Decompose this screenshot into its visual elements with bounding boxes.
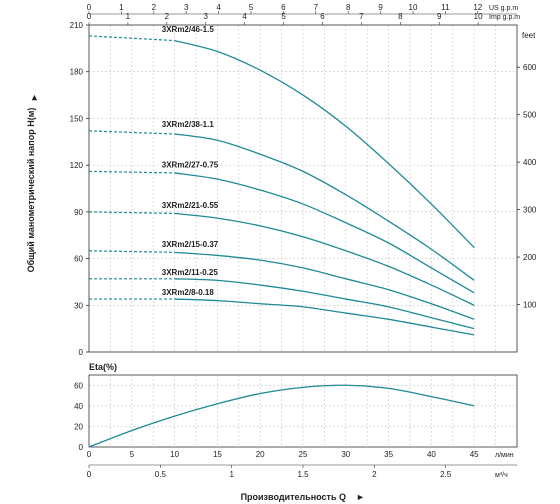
imp-gpm-tick-label: 8 (398, 12, 403, 21)
series-line-dashed (88, 211, 175, 215)
m3h-tick-label: 2 (372, 470, 377, 479)
series-label: 3XRm2/8-0.18 (162, 288, 215, 297)
us-gpm-tick-label: 12 (473, 3, 482, 12)
eta-line (88, 384, 475, 448)
us-gpm-tick-label: 2 (152, 3, 157, 12)
m3h-tick-label: 0.5 (155, 470, 167, 479)
series-label: 3XRm2/11-0.25 (162, 268, 219, 277)
us-gpm-tick-label: 4 (216, 3, 221, 12)
imp-gpm-tick-label: 6 (320, 12, 325, 21)
lpm-tick-label: 0 (87, 450, 92, 459)
series-line-dashed (88, 130, 175, 135)
feet-tick-label: 500 (523, 111, 537, 120)
x-axis-arrow-icon: ► (356, 492, 365, 502)
series-label: 3XRm2/21-0.55 (162, 201, 219, 210)
efficiency-chart-panel: 0 20 40 60 0 5 10 15 20 25 30 35 40 45 л/мин 0 0.5 1 1.5 2 2… (74, 374, 518, 479)
series-line (174, 212, 475, 306)
lpm-tick-label: 30 (341, 450, 350, 459)
feet-tick-label: 200 (523, 253, 537, 262)
us-gpm-tick-label: 3 (184, 3, 189, 12)
eta-axis-label: Eta(%) (89, 362, 117, 372)
m3h-tick-label: 0 (87, 470, 92, 479)
feet-tick-label: 100 (523, 301, 537, 310)
lpm-tick-label: 10 (170, 450, 179, 459)
us-gpm-tick-label: 9 (378, 3, 383, 12)
us-gpm-tick-label: 7 (314, 3, 319, 12)
series-line-dashed (88, 35, 175, 42)
m3h-tick-label: 2.5 (440, 470, 452, 479)
series-label: 3XRm2/38-1.1 (162, 120, 215, 129)
y-tick-label: 180 (70, 68, 84, 77)
us-gpm-tick-label: 0 (87, 3, 92, 12)
m3h-tick-label: 1 (229, 470, 234, 479)
lpm-tick-label: 15 (213, 450, 222, 459)
series-line-dashed (88, 250, 175, 253)
imp-gpm-tick-label: 5 (281, 12, 286, 21)
lpm-tick-label: 35 (384, 450, 393, 459)
lpm-tick-label: 5 (130, 450, 135, 459)
imp-gpm-tick-label: 1 (126, 12, 131, 21)
series-line (174, 251, 475, 320)
lpm-tick-label: 25 (299, 450, 308, 459)
right-axis-label: feet (522, 31, 536, 40)
eta-tick-label: 20 (74, 422, 83, 431)
y-tick-label: 90 (74, 208, 83, 217)
y-tick-label: 30 (74, 301, 83, 310)
lpm-tick-label: 20 (256, 450, 265, 459)
lpm-unit: л/мин (495, 452, 514, 459)
series-line-dashed (88, 170, 175, 174)
y-tick-label: 150 (70, 114, 84, 123)
imp-gpm-tick-label: 2 (165, 12, 170, 21)
series-line (174, 172, 475, 294)
series-label: 3XRm2/27-0.75 (162, 160, 219, 169)
us-gpm-tick-label: 8 (346, 3, 351, 12)
us-gpm-tick-label: 1 (119, 3, 124, 12)
imp-gpm-tick-label: 7 (359, 12, 364, 21)
imp-gpm-tick-label: 0 (87, 12, 92, 21)
x-axis-title: Производительность Q (241, 492, 346, 502)
y-tick-label: 120 (70, 161, 84, 170)
series-line (174, 133, 475, 281)
imp-gpm-tick-label: 3 (204, 12, 209, 21)
series-label: 3XRm2/15-0.37 (162, 240, 219, 249)
lpm-tick-label: 40 (427, 450, 436, 459)
us-gpm-tick-label: 5 (249, 3, 254, 12)
imp-gpm-tick-label: 9 (437, 12, 442, 21)
lpm-tick-label: 45 (470, 450, 479, 459)
eta-tick-label: 0 (79, 443, 84, 452)
series-line (174, 39, 475, 249)
imp-gpm-unit: Imp g.p.m (489, 14, 520, 21)
feet-tick-label: 400 (523, 158, 537, 167)
imp-gpm-tick-label: 10 (474, 12, 483, 21)
y-tick-label: 210 (70, 21, 84, 30)
y-axis-label: Общий манометрический напор H(м) (26, 108, 36, 273)
y-axis-arrow-icon: ► (29, 93, 39, 102)
eta-tick-label: 40 (74, 402, 83, 411)
series-label: 3XRm2/46-1.5 (162, 25, 215, 34)
eta-plot-frame (88, 374, 518, 448)
us-gpm-tick-label: 11 (441, 3, 450, 12)
plot-frame (88, 24, 518, 353)
us-gpm-tick-label: 10 (409, 3, 418, 12)
feet-tick-label: 300 (523, 206, 537, 215)
feet-tick-label: 600 (523, 63, 537, 72)
series-line (174, 298, 475, 336)
y-tick-label: 0 (79, 348, 84, 357)
series-line (174, 278, 475, 330)
us-gpm-unit: US g.p.m (489, 5, 518, 12)
m3h-unit: м³/ч (495, 472, 508, 479)
us-gpm-tick-label: 6 (281, 3, 286, 12)
y-tick-label: 60 (74, 255, 83, 264)
imp-gpm-tick-label: 4 (242, 12, 247, 21)
eta-tick-label: 60 (74, 381, 83, 390)
m3h-tick-label: 1.5 (297, 470, 309, 479)
